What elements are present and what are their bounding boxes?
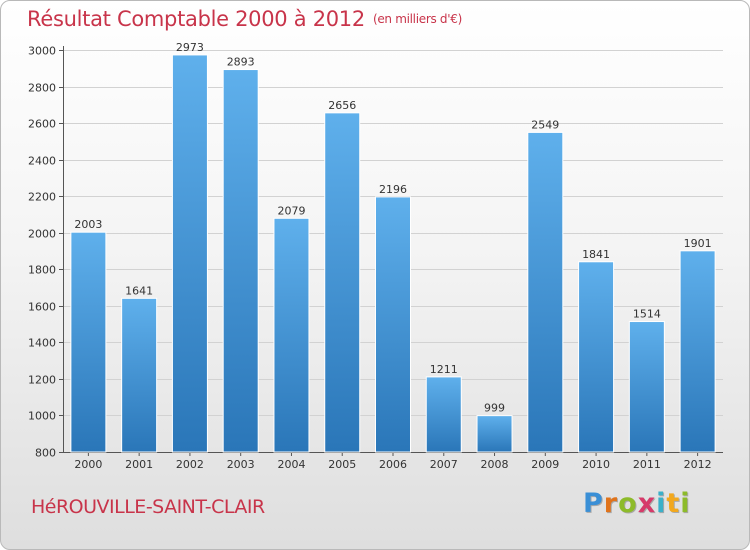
logo-letter: t [666, 488, 681, 519]
bar-2003[interactable] [222, 69, 259, 453]
proxiti-logo[interactable]: Proxiti [583, 488, 691, 519]
x-tick-label-2010: 2010 [582, 458, 610, 471]
x-tick-label-2003: 2003 [227, 458, 255, 471]
value-label-2000: 2003 [74, 218, 102, 231]
x-tick-label-2000: 2000 [74, 458, 102, 471]
y-tick-label-800: 800 [35, 447, 56, 460]
bar-2006[interactable] [375, 196, 411, 453]
value-label-2008: 999 [484, 402, 505, 415]
x-tick-label-2008: 2008 [481, 458, 509, 471]
y-tick-label-1400: 1400 [28, 337, 56, 350]
chart-title-text: Résultat Comptable 2000 à 2012 [27, 7, 365, 31]
y-tick-label-1600: 1600 [28, 301, 56, 314]
bar-2007[interactable] [425, 376, 462, 453]
y-tick-label-2400: 2400 [28, 155, 56, 168]
value-label-2010: 1841 [582, 248, 610, 261]
logo-letter: o [618, 488, 638, 519]
value-label-2005: 2656 [328, 99, 356, 112]
value-label-2011: 1514 [633, 308, 661, 321]
y-tick-label-2800: 2800 [28, 82, 56, 95]
value-label-2004: 2079 [277, 204, 305, 217]
bar-2011[interactable] [628, 321, 665, 453]
x-tick-label-2007: 2007 [430, 458, 458, 471]
y-tick-label-1800: 1800 [28, 264, 56, 277]
bar-2010[interactable] [578, 261, 615, 453]
x-tick-label-2002: 2002 [176, 458, 204, 471]
location-name: HéROUVILLE-SAINT-CLAIR [31, 496, 265, 518]
value-label-2001: 1641 [125, 284, 153, 297]
axes: 800 1000 1200 1400 1600 1800 2000 2200 2400 2600 2… [28, 45, 723, 471]
x-tick-label-2009: 2009 [531, 458, 559, 471]
bar-2012[interactable] [679, 250, 716, 453]
value-label-2009: 2549 [531, 118, 559, 131]
bar-2009[interactable] [527, 131, 564, 453]
y-tick-label-2200: 2200 [28, 191, 56, 204]
chart-title: Résultat Comptable 2000 à 2012 (en millie… [27, 7, 462, 31]
logo-letter: P [583, 488, 604, 519]
y-tick-label-3000: 3000 [28, 45, 56, 58]
x-tick-label-2012: 2012 [684, 458, 712, 471]
bar-2001[interactable] [121, 297, 158, 453]
value-label-2003: 2893 [227, 56, 255, 69]
bar-2008[interactable] [476, 415, 513, 453]
bar-2000[interactable] [70, 231, 107, 453]
y-tick-label-2000: 2000 [28, 228, 56, 241]
unit-label: (en milliers d'€) [372, 12, 462, 26]
bar-2002[interactable] [171, 54, 208, 453]
value-label-2012: 1901 [684, 237, 712, 250]
bars: 2003 1641 2973 2893 2079 2656 2196 1211 999 2549 1… [70, 41, 716, 453]
logo-letter: r [603, 488, 619, 519]
y-tick-label-1000: 1000 [28, 410, 56, 423]
value-label-2007: 1211 [430, 363, 458, 376]
value-label-2006: 2196 [379, 183, 407, 196]
logo-letter: i [680, 488, 691, 519]
logo-letter: i [656, 488, 667, 519]
bar-2004[interactable] [273, 217, 310, 453]
x-tick-label-2004: 2004 [277, 458, 305, 471]
bar-2005[interactable] [324, 112, 361, 453]
y-tick-label-2600: 2600 [28, 118, 56, 131]
value-label-2002: 2973 [176, 41, 204, 54]
x-tick-label-2006: 2006 [379, 458, 407, 471]
x-tick-label-2001: 2001 [125, 458, 153, 471]
logo-letter: x [637, 488, 657, 519]
x-tick-label-2005: 2005 [328, 458, 356, 471]
x-tick-label-2011: 2011 [633, 458, 661, 471]
y-tick-label-1200: 1200 [28, 374, 56, 387]
